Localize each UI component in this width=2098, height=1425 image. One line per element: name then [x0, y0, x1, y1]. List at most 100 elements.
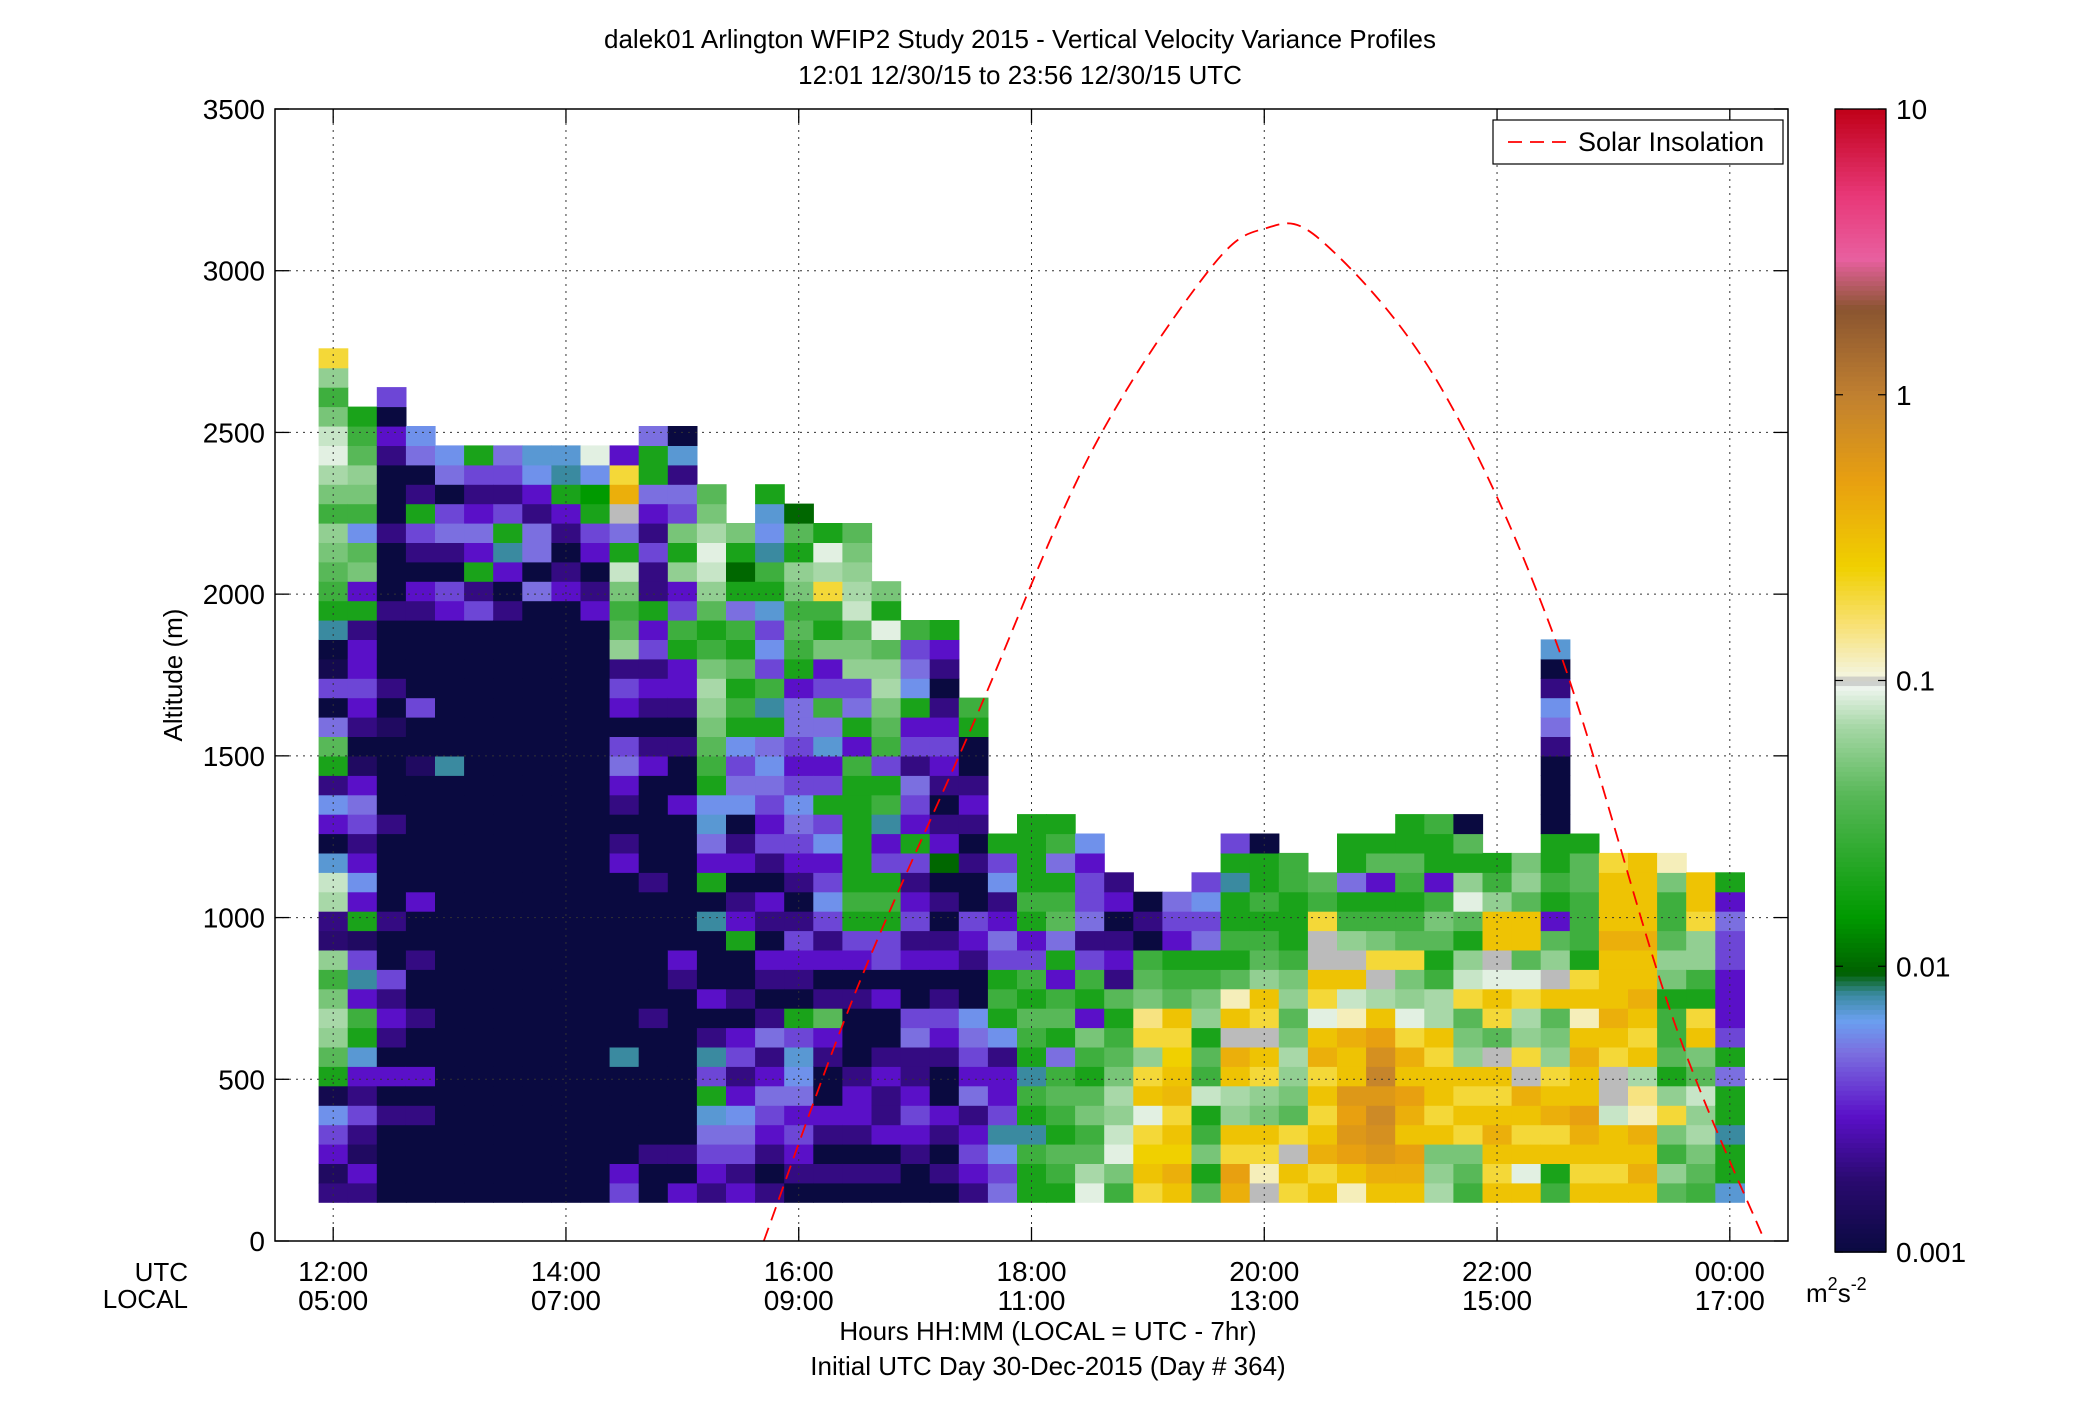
heatmap-cell [1540, 755, 1571, 776]
heatmap-cell [667, 1066, 698, 1087]
heatmap-cell [696, 872, 727, 893]
heatmap-cell [580, 1182, 611, 1203]
heatmap-cell [1307, 1046, 1338, 1067]
heatmap-cell [842, 891, 873, 912]
heatmap-cell [929, 833, 960, 854]
heatmap-cell [1598, 911, 1629, 932]
heatmap-cell [376, 717, 407, 737]
heatmap-cell [842, 852, 873, 873]
heatmap-cell [1307, 1085, 1338, 1106]
heatmap-cell [1424, 814, 1454, 835]
heatmap-cell [376, 775, 407, 796]
heatmap-cell [464, 794, 494, 815]
heatmap-cell [1569, 891, 1600, 912]
colorbar-segment [1835, 332, 1886, 339]
heatmap-cell [318, 367, 349, 388]
heatmap-cell [958, 872, 989, 893]
heatmap-cell [580, 775, 611, 796]
heatmap-cell [1511, 1163, 1542, 1184]
heatmap-cell [842, 988, 873, 1009]
colorbar-segment [1835, 994, 1886, 1001]
heatmap-cell [1046, 988, 1076, 1009]
colorbar-segment [1835, 456, 1886, 463]
colorbar-segment [1835, 1071, 1886, 1077]
heatmap-cell [464, 736, 494, 757]
heatmap-cell [405, 600, 436, 621]
heatmap-cell [580, 697, 611, 718]
heatmap-cell [347, 775, 378, 796]
heatmap-cell [1017, 872, 1047, 893]
colorbar-segment [1835, 251, 1886, 258]
heatmap-cell [405, 1027, 436, 1048]
heatmap-cell [1075, 1163, 1105, 1184]
colorbar-segment [1835, 123, 1886, 129]
heatmap-cell [842, 1027, 873, 1048]
colorbar-segment [1835, 1171, 1886, 1177]
colorbar-segment [1835, 766, 1886, 772]
heatmap-cell [609, 717, 640, 737]
heatmap-cell [929, 697, 960, 718]
heatmap-cell [1133, 1066, 1163, 1087]
y-tick-label: 3000 [203, 256, 265, 287]
heatmap-cell [958, 969, 989, 990]
solar-insolation-curve [762, 222, 1766, 1242]
heatmap-cell [1657, 891, 1687, 912]
heatmap-cell [1307, 1066, 1338, 1087]
heatmap-cell [1511, 1182, 1542, 1203]
heatmap-cell [376, 697, 407, 718]
colorbar-segment [1835, 656, 1886, 663]
heatmap-cell [580, 484, 611, 505]
heatmap-cell [696, 1066, 727, 1087]
heatmap-cell [1482, 1085, 1513, 1106]
heatmap-cell [1278, 1085, 1309, 1106]
heatmap-cell [726, 1124, 756, 1145]
heatmap-cell [1046, 969, 1076, 990]
heatmap-cell [1569, 911, 1600, 932]
heatmap-cell [1424, 1105, 1454, 1126]
heatmap-cell [667, 426, 698, 446]
heatmap-cell [1307, 1105, 1338, 1126]
heatmap-cell [522, 1182, 552, 1203]
heatmap-cell [522, 852, 552, 873]
heatmap-cell [842, 542, 873, 563]
heatmap-cell [667, 1046, 698, 1067]
y-tick-label: 3500 [203, 94, 265, 125]
heatmap-cell [1395, 852, 1425, 873]
heatmap-cell [1657, 1027, 1687, 1048]
heatmap-cell [755, 949, 785, 970]
colorbar-segment [1835, 890, 1886, 896]
colorbar-segment [1835, 1185, 1886, 1191]
heatmap-cell [376, 561, 407, 582]
x-axis: 12:0005:0014:0007:0016:0009:0018:0011:00… [298, 109, 1765, 1316]
heatmap-cell [1686, 1182, 1716, 1203]
heatmap-cell [376, 464, 407, 485]
heatmap-cell [958, 1046, 989, 1067]
heatmap-cell [464, 1085, 494, 1106]
heatmap-cell [1628, 1066, 1658, 1087]
heatmap-cell [667, 658, 698, 679]
heatmap-cell [1511, 1124, 1542, 1145]
heatmap-cell [755, 833, 785, 854]
heatmap-cell [1540, 678, 1571, 699]
heatmap-cell [1075, 1066, 1105, 1087]
colorbar-segment [1835, 628, 1886, 634]
colorbar-segment [1835, 313, 1886, 320]
heatmap-cell [1278, 1182, 1309, 1203]
heatmap-cell [522, 1027, 552, 1048]
heatmap-cell [638, 755, 669, 776]
heatmap-cell [726, 1085, 756, 1106]
colorbar-segment [1835, 928, 1886, 934]
heatmap-cell [347, 1124, 378, 1145]
heatmap-cell [784, 794, 814, 815]
heatmap-cell [900, 717, 931, 737]
colorbar-segment [1835, 632, 1886, 639]
colorbar-segment [1835, 866, 1886, 872]
heatmap-cell [347, 891, 378, 912]
heatmap-cell [522, 988, 552, 1009]
heatmap-cell [929, 639, 960, 660]
heatmap-cell [1686, 1027, 1716, 1048]
heatmap-cell [1715, 1008, 1745, 1029]
heatmap-cell [900, 1105, 931, 1126]
heatmap-cell [376, 736, 407, 757]
heatmap-cell [1598, 1027, 1629, 1048]
